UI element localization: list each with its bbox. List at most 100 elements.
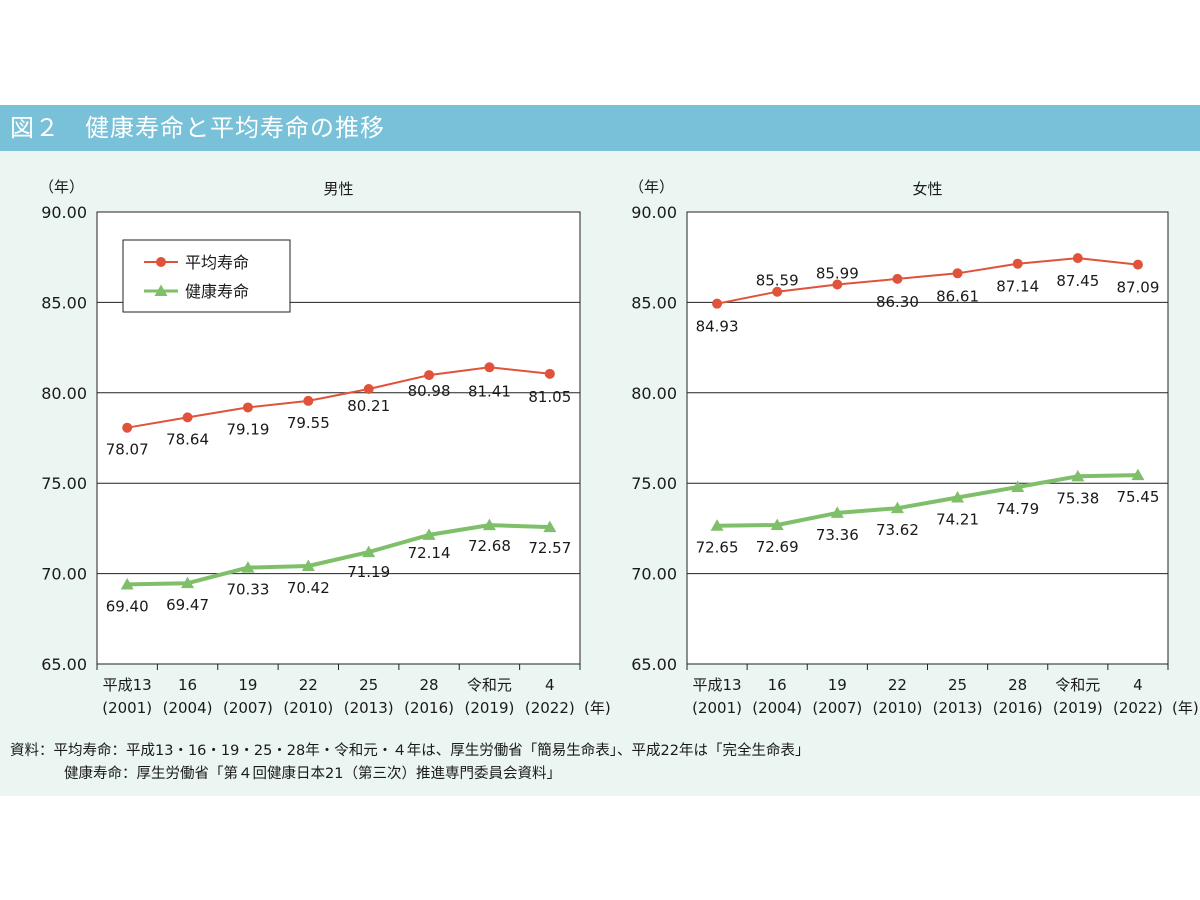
- x-tick-label-male: 平成13: [103, 676, 152, 694]
- x-tick-year-male: (2019): [464, 699, 514, 717]
- y-tick-label-female: 85.00: [631, 293, 677, 312]
- data-label-healthy-life-male: 71.19: [347, 563, 390, 581]
- y-tick-label-male: 65.00: [41, 655, 87, 674]
- data-label-healthy-life-female: 72.65: [696, 539, 739, 557]
- data-label-life-expectancy-male: 79.55: [287, 414, 330, 432]
- data-point-healthy-life-male: [482, 518, 496, 531]
- x-tick-year-female: (2001): [692, 699, 742, 717]
- data-label-healthy-life-male: 72.68: [468, 537, 511, 555]
- data-label-life-expectancy-female: 85.59: [756, 272, 799, 290]
- data-label-healthy-life-female: 73.62: [876, 521, 919, 539]
- data-point-healthy-life-female: [1131, 468, 1145, 481]
- x-tick-label-female: 4: [1133, 676, 1143, 694]
- data-label-life-expectancy-male: 78.64: [166, 430, 209, 448]
- x-tick-year-female: (2010): [872, 699, 922, 717]
- x-tick-year-male: (2010): [283, 699, 333, 717]
- x-tick-year-male: (2022): [525, 699, 575, 717]
- data-label-life-expectancy-male: 80.98: [408, 382, 451, 400]
- data-label-healthy-life-female: 72.69: [756, 538, 799, 556]
- x-tick-label-male: 25: [359, 676, 378, 694]
- data-point-healthy-life-female: [951, 490, 965, 503]
- x-unit-female: (年): [1172, 699, 1199, 717]
- x-tick-label-female: 19: [828, 676, 847, 694]
- data-point-life-expectancy-male: [303, 395, 314, 406]
- chart-title-female: 女性: [912, 180, 942, 198]
- data-point-life-expectancy-male: [122, 422, 133, 433]
- charts-svg: 90.00 85.00 80.00 75.00 70.00 65.00 平成13 (2001)…: [39, 178, 1199, 717]
- data-point-life-expectancy-male: [484, 362, 495, 373]
- series-line-life-expectancy-male: [127, 366, 550, 429]
- data-label-life-expectancy-female: 86.61: [936, 287, 979, 305]
- data-point-healthy-life-female: [830, 506, 844, 518]
- x-tick-year-female: (2022): [1113, 699, 1163, 717]
- x-unit-male: (年): [584, 699, 611, 717]
- y-tick-label-male: 70.00: [41, 565, 87, 584]
- x-tick-year-female: (2004): [752, 699, 802, 717]
- data-label-life-expectancy-female: 87.45: [1056, 272, 1099, 290]
- data-label-healthy-life-male: 72.57: [528, 539, 571, 557]
- data-label-life-expectancy-male: 80.21: [347, 397, 390, 415]
- data-label-healthy-life-female: 75.38: [1056, 489, 1099, 507]
- data-point-healthy-life-male: [301, 559, 315, 572]
- x-tick-label-male: 16: [178, 676, 197, 694]
- x-tick-year-male: (2007): [223, 699, 273, 717]
- data-point-healthy-life-female: [770, 518, 784, 530]
- legend-marker-healthy-life: [154, 284, 168, 296]
- x-tick-label-female: 平成13: [693, 676, 742, 694]
- series-line-life-expectancy-female: [716, 257, 1139, 305]
- data-label-life-expectancy-male: 79.19: [226, 420, 269, 438]
- series-line-healthy-life-female: [717, 473, 1138, 528]
- data-point-healthy-life-male: [422, 528, 436, 540]
- data-label-healthy-life-female: 74.21: [936, 510, 979, 528]
- source-note-life-expectancy: 資料：平均寿命：平成13・16・19・25・28年・令和元・４年は、厚生労働省「…: [10, 743, 810, 759]
- x-tick-label-female: 22: [888, 676, 907, 694]
- y-tick-label-female: 65.00: [631, 655, 677, 674]
- data-label-life-expectancy-female: 84.93: [696, 318, 739, 336]
- x-tick-year-female: (2019): [1053, 699, 1103, 717]
- data-point-life-expectancy-female: [772, 286, 783, 297]
- data-label-healthy-life-female: 73.36: [816, 526, 859, 544]
- data-label-life-expectancy-male: 81.41: [468, 382, 511, 400]
- x-tick-year-male: (2016): [404, 699, 454, 717]
- data-label-healthy-life-male: 69.47: [166, 596, 209, 614]
- source-notes: 資料：平均寿命：平成13・16・19・25・28年・令和元・４年は、厚生労働省「…: [10, 740, 809, 786]
- data-label-life-expectancy-female: 87.09: [1116, 279, 1159, 297]
- y-tick-label-female: 80.00: [631, 384, 677, 403]
- data-label-life-expectancy-male: 78.07: [106, 441, 149, 459]
- x-tick-label-female: 16: [768, 676, 787, 694]
- x-tick-label-male: 令和元: [467, 676, 512, 694]
- x-tick-label-male: 22: [299, 676, 318, 694]
- x-tick-label-male: 28: [420, 676, 439, 694]
- data-label-life-expectancy-female: 86.30: [876, 293, 919, 311]
- data-label-healthy-life-male: 72.14: [408, 544, 451, 562]
- y-unit-female: （年）: [629, 178, 674, 196]
- data-label-healthy-life-male: 70.33: [226, 581, 269, 599]
- data-label-life-expectancy-male: 81.05: [528, 388, 571, 406]
- x-tick-year-female: (2013): [933, 699, 983, 717]
- data-point-life-expectancy-female: [1132, 259, 1143, 270]
- data-point-life-expectancy-female: [892, 273, 903, 284]
- data-point-healthy-life-female: [1071, 469, 1085, 482]
- series-line-healthy-life-male: [127, 523, 550, 587]
- data-point-healthy-life-male: [543, 520, 557, 533]
- x-tick-label-female: 28: [1008, 676, 1027, 694]
- source-note-healthy-life: 健康寿命：厚生労働省「第４回健康日本21（第三次）推進専門委員会資料」: [64, 766, 561, 782]
- data-label-healthy-life-male: 70.42: [287, 579, 330, 597]
- data-point-life-expectancy-male: [363, 384, 374, 395]
- data-point-life-expectancy-female: [1012, 258, 1023, 269]
- x-tick-label-female: 令和元: [1055, 676, 1100, 694]
- plot-area-female: [687, 212, 1168, 664]
- x-tick-year-male: (2013): [344, 699, 394, 717]
- data-label-healthy-life-female: 75.45: [1116, 488, 1159, 506]
- data-label-healthy-life-female: 74.79: [996, 500, 1039, 518]
- data-point-healthy-life-female: [1011, 480, 1025, 492]
- chart-panel: 90.00 85.00 80.00 75.00 70.00 65.00 平成13 (2001)…: [0, 151, 1200, 796]
- data-point-life-expectancy-male: [544, 368, 555, 379]
- chart-title-male: 男性: [323, 180, 353, 198]
- y-tick-label-female: 75.00: [631, 474, 677, 493]
- x-tick-year-male: (2004): [163, 699, 213, 717]
- data-label-life-expectancy-female: 85.99: [816, 265, 859, 283]
- x-tick-label-male: 19: [238, 676, 257, 694]
- legend-label-healthy-life: 健康寿命: [185, 282, 249, 301]
- data-point-healthy-life-male: [362, 545, 376, 558]
